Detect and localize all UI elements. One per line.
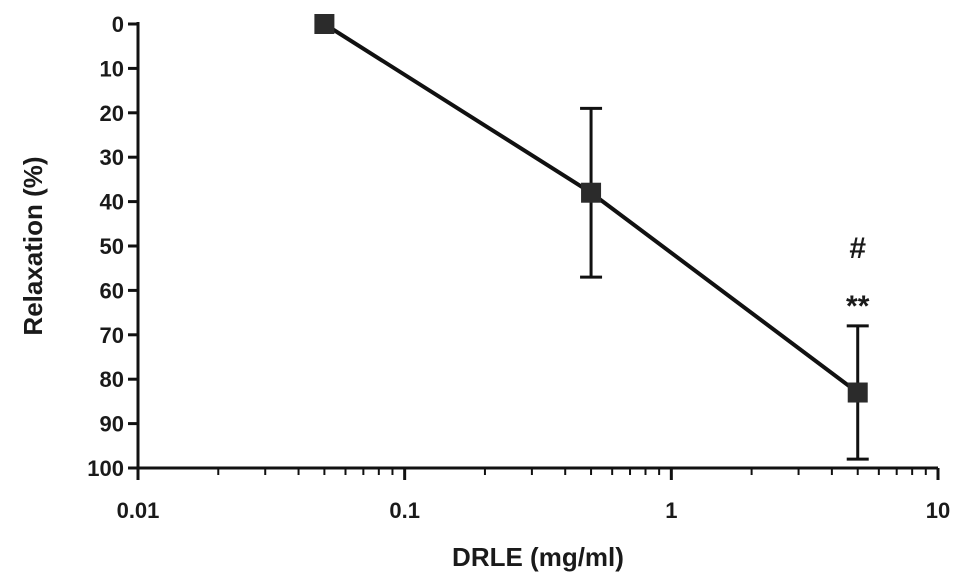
y-tick-label: 20 [100, 101, 124, 126]
data-point [847, 382, 868, 403]
y-tick-label: 40 [100, 190, 124, 215]
x-tick-label: 0.01 [117, 498, 160, 523]
y-tick-label: 30 [100, 145, 124, 170]
data-point [581, 182, 602, 203]
x-axis-title: DRLE (mg/ml) [452, 542, 624, 572]
axes [136, 22, 938, 470]
y-tick-label: 60 [100, 278, 124, 303]
y-tick-label: 80 [100, 367, 124, 392]
y-axis-ticks: 0 10 20 30 40 50 60 70 80 90 100 [87, 12, 138, 481]
y-tick-label: 0 [112, 12, 124, 37]
y-tick-label: 70 [100, 323, 124, 348]
y-tick-label: 10 [100, 56, 124, 81]
y-tick-label: 100 [87, 456, 124, 481]
data-point [314, 14, 335, 34]
significance-marker: ** [846, 290, 870, 323]
x-tick-label: 1 [665, 498, 677, 523]
significance-annotations: # ** [846, 232, 870, 323]
x-axis-ticks: 0.01 0.1 1 10 [117, 468, 950, 523]
y-tick-label: 90 [100, 412, 124, 437]
y-axis-title: Relaxation (%) [18, 156, 48, 335]
x-tick-label: 0.1 [389, 498, 420, 523]
significance-marker: # [849, 232, 866, 265]
x-tick-label: 10 [926, 498, 950, 523]
data-series [314, 14, 869, 461]
y-tick-label: 50 [100, 234, 124, 259]
